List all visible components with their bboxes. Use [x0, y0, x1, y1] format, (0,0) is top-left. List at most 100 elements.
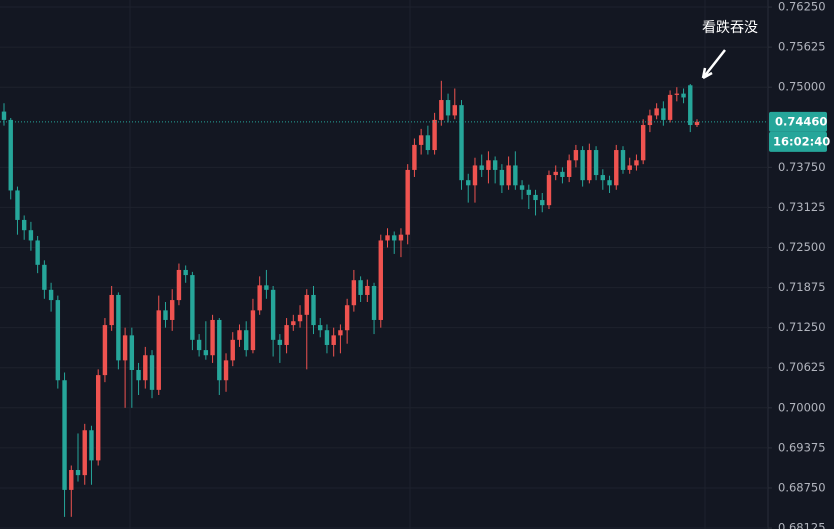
candle-body	[270, 289, 276, 340]
candle-body	[466, 180, 471, 186]
candle-body	[573, 150, 579, 161]
candle-body	[277, 339, 283, 345]
candle-body	[102, 325, 108, 376]
candle-body	[136, 369, 141, 381]
candle-body	[1, 111, 7, 120]
candle-body	[640, 125, 646, 161]
candle-body	[190, 275, 195, 340]
candle-body	[654, 108, 659, 116]
candle-body	[318, 325, 323, 331]
candle-body	[580, 150, 585, 181]
candle-body	[425, 135, 431, 151]
candle-body	[257, 285, 262, 311]
candle-body	[432, 119, 437, 151]
candle-body	[129, 335, 135, 370]
candle-body	[15, 190, 20, 220]
candle-body	[116, 294, 121, 361]
candle-body	[48, 289, 54, 301]
candle-body	[405, 169, 410, 235]
candle-body	[492, 160, 498, 170]
candle-body	[661, 108, 666, 120]
y-tick-label: 0.75625	[778, 40, 826, 54]
candle-body	[553, 171, 558, 176]
candle-body	[170, 300, 175, 320]
candle-body	[95, 375, 101, 461]
candle-body	[55, 300, 61, 381]
candle-body	[62, 380, 67, 490]
candle-body	[519, 185, 525, 190]
candle-body	[439, 100, 444, 120]
candle-body	[223, 360, 229, 381]
candle-body	[385, 235, 390, 241]
y-tick-label: 0.71250	[778, 320, 826, 334]
candle-body	[614, 150, 619, 186]
candle-body	[566, 160, 572, 177]
candle-body	[499, 169, 505, 186]
candle-body	[89, 430, 94, 461]
candle-body	[203, 350, 209, 356]
candle-body	[210, 319, 215, 356]
candle-body	[69, 470, 74, 490]
annotation-arrow	[701, 49, 726, 80]
candle-body	[540, 200, 545, 206]
candle-body	[667, 94, 673, 120]
y-tick-label: 0.68125	[778, 521, 826, 529]
candle-body	[365, 285, 370, 295]
candle-body	[149, 355, 155, 390]
candle-body	[351, 280, 357, 306]
countdown-label: 16:02:40	[773, 134, 830, 148]
candle-body	[344, 305, 350, 331]
candle-body	[324, 330, 330, 345]
candle-body	[634, 160, 639, 166]
candle-body	[486, 160, 491, 170]
candle-body	[445, 100, 451, 116]
candle-body	[122, 335, 128, 361]
candle-body	[217, 319, 222, 381]
y-tick-label: 0.70000	[778, 400, 826, 414]
candle-body	[176, 269, 182, 301]
candle-body	[546, 175, 552, 206]
candle-body	[459, 105, 464, 181]
candle-body	[398, 234, 404, 241]
candle-body	[338, 330, 343, 336]
candle-body	[82, 430, 87, 476]
candle-body	[472, 165, 478, 186]
candle-body	[143, 355, 148, 381]
candle-body	[533, 194, 538, 201]
candle-body	[607, 180, 612, 186]
countdown-tag	[769, 131, 827, 152]
candle-body	[311, 294, 316, 326]
candle-body	[109, 294, 114, 326]
candle-body	[560, 171, 565, 177]
candle-body	[378, 240, 383, 320]
candle-body	[237, 330, 242, 340]
plot	[0, 80, 768, 517]
candle-body	[694, 121, 700, 126]
candle-body	[479, 165, 484, 170]
candle-body	[587, 150, 592, 181]
candle-body	[674, 93, 680, 95]
candle-body	[681, 93, 686, 98]
grid	[0, 6, 772, 529]
candle-body	[42, 264, 47, 290]
last-price-label: 0.74460	[775, 114, 827, 128]
candle-body	[392, 235, 397, 241]
candle-body	[331, 335, 336, 345]
candle-body	[291, 321, 296, 326]
candle-body	[526, 189, 531, 195]
y-tick-label: 0.69375	[778, 440, 826, 454]
candle-body	[297, 314, 303, 322]
candle-body	[304, 294, 309, 315]
candle-body	[371, 285, 377, 320]
candle-body	[627, 165, 632, 170]
candle-body	[600, 175, 606, 181]
candle-body	[620, 150, 626, 170]
candle-body	[230, 339, 235, 361]
candle-body	[513, 165, 518, 186]
y-tick-label: 0.71875	[778, 280, 826, 294]
candle-body	[452, 105, 457, 116]
candle-body	[593, 150, 599, 176]
